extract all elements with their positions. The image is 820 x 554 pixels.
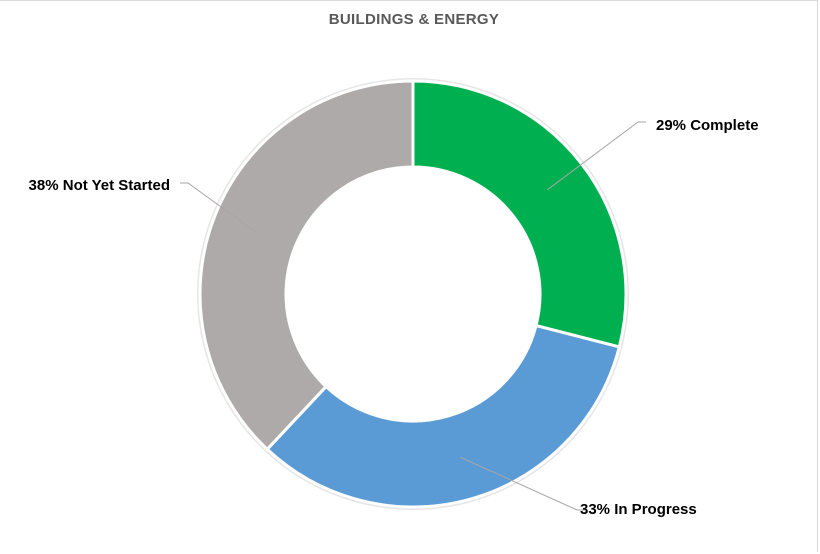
data-label-in-progress: 33% In Progress [580, 501, 697, 518]
donut-outer-edge [197, 78, 629, 510]
data-label-complete: 29% Complete [656, 117, 759, 134]
leader-line [180, 182, 256, 232]
donut-slice-complete [411, 79, 628, 349]
data-label-not-yet-started: 38% Not Yet Started [29, 177, 170, 194]
donut-slice-not-yet-started [198, 79, 415, 452]
leader-line [460, 456, 585, 511]
leader-line [547, 121, 646, 191]
donut-slice-in-progress [265, 323, 622, 509]
chart-title: BUILDINGS & ENERGY [328, 11, 500, 28]
